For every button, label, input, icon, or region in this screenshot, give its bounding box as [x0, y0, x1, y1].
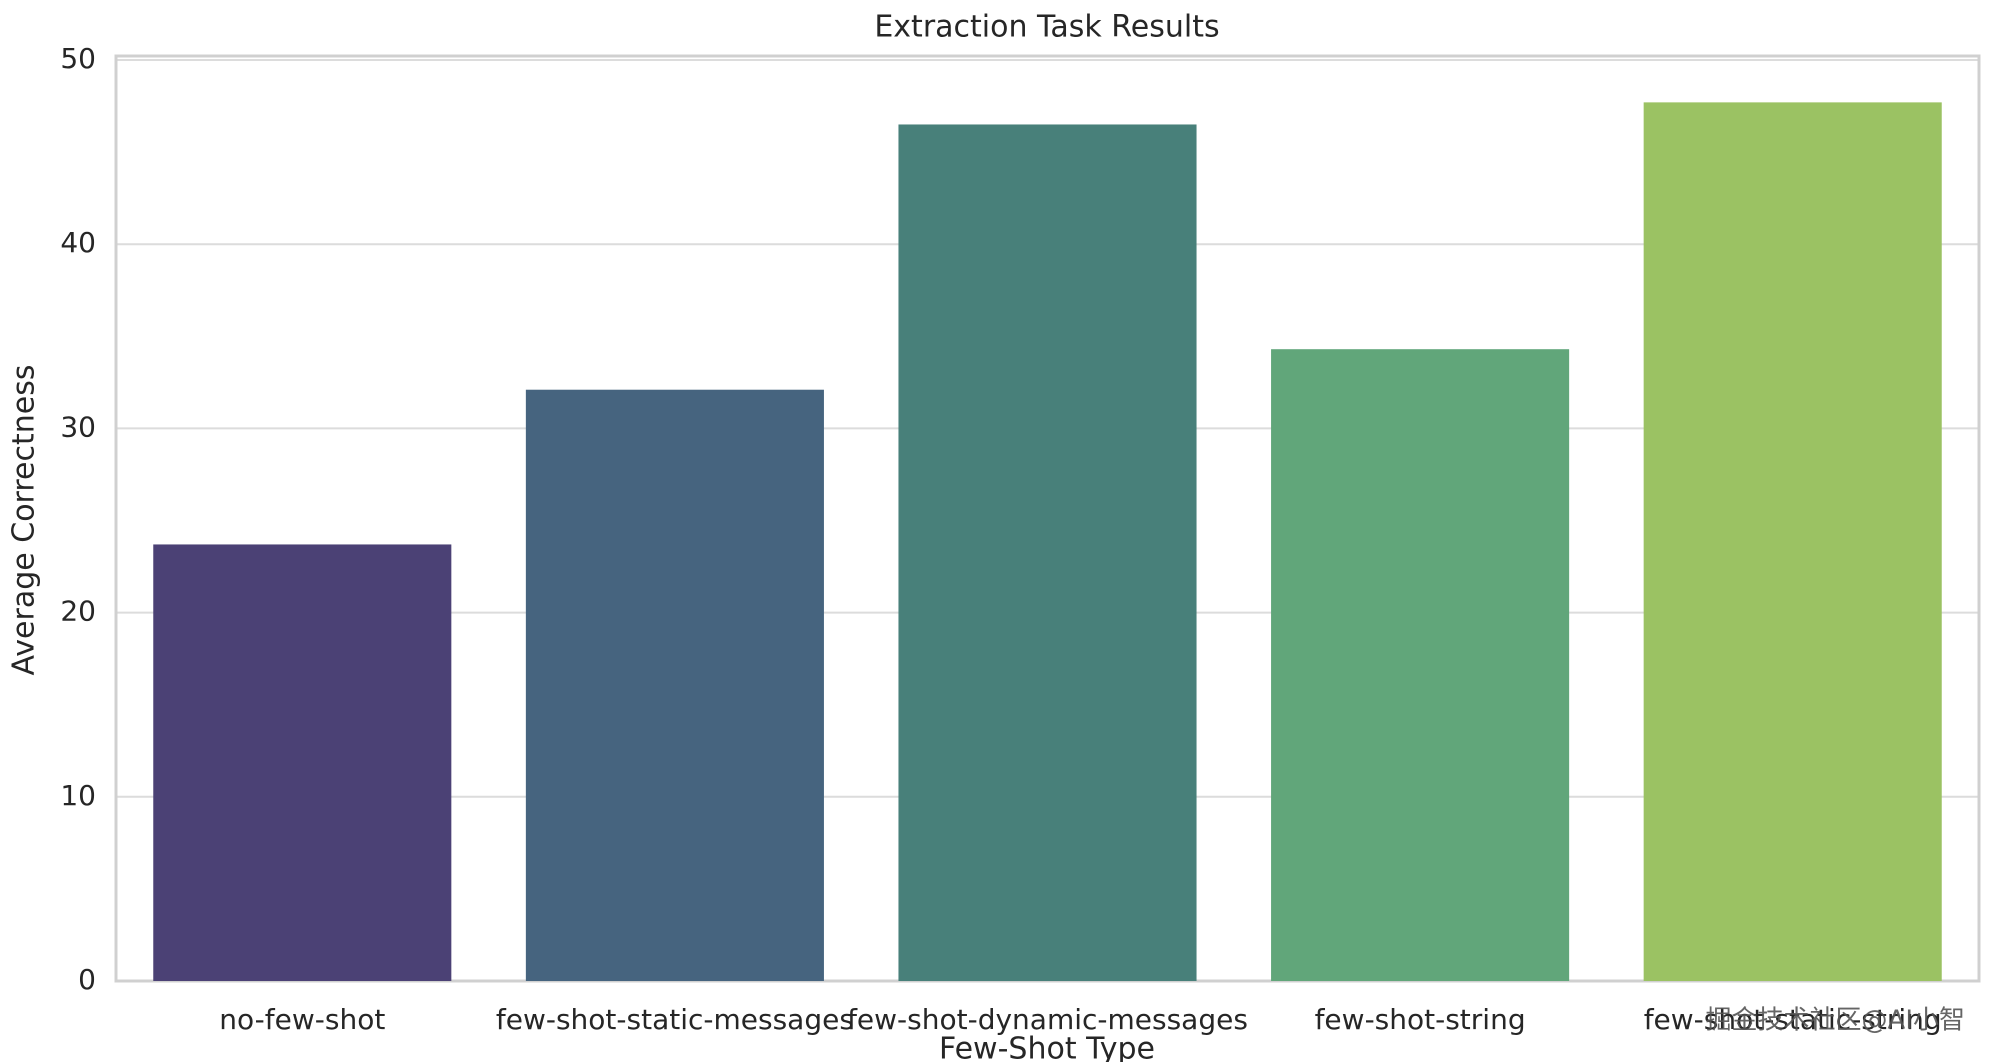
y-tick-label: 10 — [60, 779, 96, 812]
y-axis-label: Average Correctness — [7, 365, 42, 676]
x-tick-label: few-shot-static-messages — [496, 1003, 854, 1036]
y-tick-label: 50 — [60, 42, 96, 75]
x-tick-label: few-shot-string — [1315, 1003, 1526, 1036]
bar — [525, 389, 824, 981]
y-tick-label: 40 — [60, 226, 96, 259]
chart-title: Extraction Task Results — [874, 10, 1219, 45]
y-tick-label: 30 — [60, 410, 96, 443]
x-tick-label: few-shot-static-string — [1644, 1003, 1942, 1036]
x-axis-label: Few-Shot Type — [939, 1032, 1155, 1062]
bar — [1643, 102, 1942, 982]
x-tick-label: few-shot-dynamic-messages — [847, 1003, 1248, 1036]
bar — [153, 544, 452, 981]
y-tick-label: 20 — [60, 595, 96, 628]
watermark: 掘金技术社区@AI小智 — [1706, 1006, 1965, 1036]
x-tick-label: no-few-shot — [219, 1003, 385, 1036]
bar — [1271, 349, 1570, 982]
bar — [898, 124, 1197, 982]
y-tick-label: 0 — [78, 963, 96, 996]
